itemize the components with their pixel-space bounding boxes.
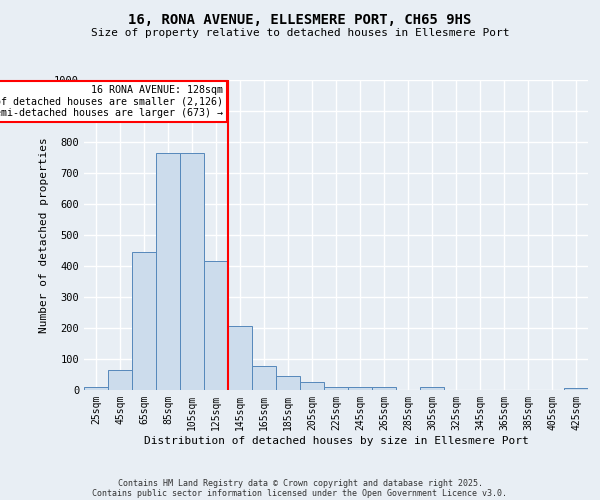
Bar — [132, 252, 156, 390]
Bar — [180, 153, 204, 390]
Text: 16 RONA AVENUE: 128sqm
← 75% of detached houses are smaller (2,126)
24% of semi-: 16 RONA AVENUE: 128sqm ← 75% of detached… — [0, 84, 223, 118]
Bar — [228, 326, 252, 390]
Bar — [348, 387, 372, 390]
Text: Size of property relative to detached houses in Ellesmere Port: Size of property relative to detached ho… — [91, 28, 509, 38]
Text: 16, RONA AVENUE, ELLESMERE PORT, CH65 9HS: 16, RONA AVENUE, ELLESMERE PORT, CH65 9H… — [128, 12, 472, 26]
Text: Contains public sector information licensed under the Open Government Licence v3: Contains public sector information licen… — [92, 488, 508, 498]
Bar — [204, 262, 228, 390]
X-axis label: Distribution of detached houses by size in Ellesmere Port: Distribution of detached houses by size … — [143, 436, 529, 446]
Y-axis label: Number of detached properties: Number of detached properties — [38, 137, 49, 333]
Bar — [156, 153, 180, 390]
Bar — [84, 387, 108, 390]
Bar — [300, 382, 324, 390]
Bar — [108, 370, 132, 390]
Text: Contains HM Land Registry data © Crown copyright and database right 2025.: Contains HM Land Registry data © Crown c… — [118, 478, 482, 488]
Bar — [420, 387, 444, 390]
Bar — [324, 387, 348, 390]
Bar — [252, 366, 276, 390]
Bar — [564, 388, 588, 390]
Bar — [372, 387, 396, 390]
Bar — [276, 376, 300, 390]
